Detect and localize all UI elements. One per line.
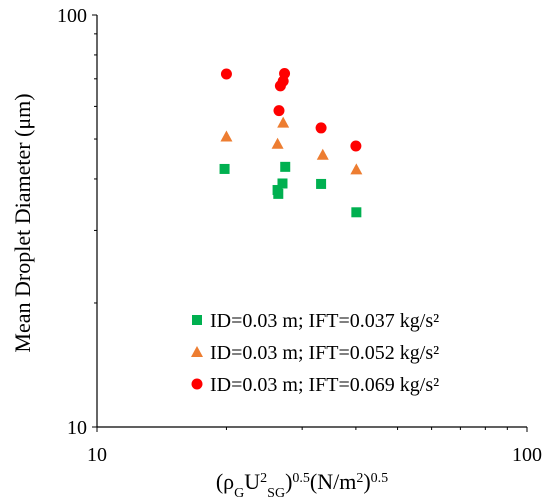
series-triangle (220, 116, 363, 175)
data-point-circle (273, 105, 285, 117)
x-axis-title-part: U (244, 469, 260, 494)
data-point-square (316, 178, 327, 189)
legend-marker-triangle (191, 346, 203, 357)
x-axis-title-part: ) (285, 469, 292, 494)
legend-label: ID=0.03 m; IFT=0.052 kg/s² (210, 342, 439, 364)
axis-ticks: 10 100 10 100 (57, 5, 542, 466)
x-axis-title-sup: 2 (356, 471, 363, 486)
data-point-triangle (350, 163, 363, 175)
x-tick-label: 100 (512, 444, 542, 466)
x-axis-title-part: (N/m (310, 469, 356, 494)
y-tick-label: 100 (57, 5, 87, 27)
legend-marker-circle (191, 378, 203, 390)
data-point-square (351, 207, 362, 218)
legend-label: ID=0.03 m; IFT=0.037 kg/s² (210, 310, 439, 332)
data-point-triangle (220, 130, 233, 142)
x-axis-title-sub: G (234, 486, 244, 501)
plot-area (96, 15, 527, 428)
x-axis-title-sup: 2 (260, 471, 267, 486)
x-axis-title-part: ) (363, 469, 370, 494)
legend-marker-square (192, 315, 202, 325)
legend-label: ID=0.03 m; IFT=0.069 kg/s² (210, 374, 439, 396)
x-tick-label: 10 (87, 444, 107, 466)
data-point-circle (220, 68, 232, 80)
data-point-circle (279, 68, 291, 80)
data-point-triangle (271, 137, 284, 149)
series-circle (220, 68, 362, 152)
data-point-square (273, 188, 284, 199)
x-axis-title-sup: 0.5 (292, 471, 310, 486)
y-tick-label: 10 (67, 417, 87, 439)
data-point-square (219, 163, 230, 174)
data-marks (219, 68, 363, 218)
series-square (219, 161, 362, 218)
data-point-circle (315, 122, 327, 134)
data-point-square (277, 178, 288, 189)
x-axis-title-part: (ρ (216, 469, 234, 494)
legend: ID=0.03 m; IFT=0.037 kg/s² ID=0.03 m; IFT… (191, 310, 439, 396)
data-point-triangle (277, 116, 290, 128)
x-axis-title: (ρGU2SG)0.5(N/m2)0.5 (216, 469, 388, 501)
data-point-triangle (316, 148, 329, 160)
x-axis-title-sup: 0.5 (371, 471, 389, 486)
x-axis-title-sub: SG (267, 486, 285, 501)
data-point-square (280, 161, 291, 172)
y-axis-title: Mean Droplet Diameter (μm) (10, 93, 35, 352)
data-point-circle (350, 140, 362, 152)
